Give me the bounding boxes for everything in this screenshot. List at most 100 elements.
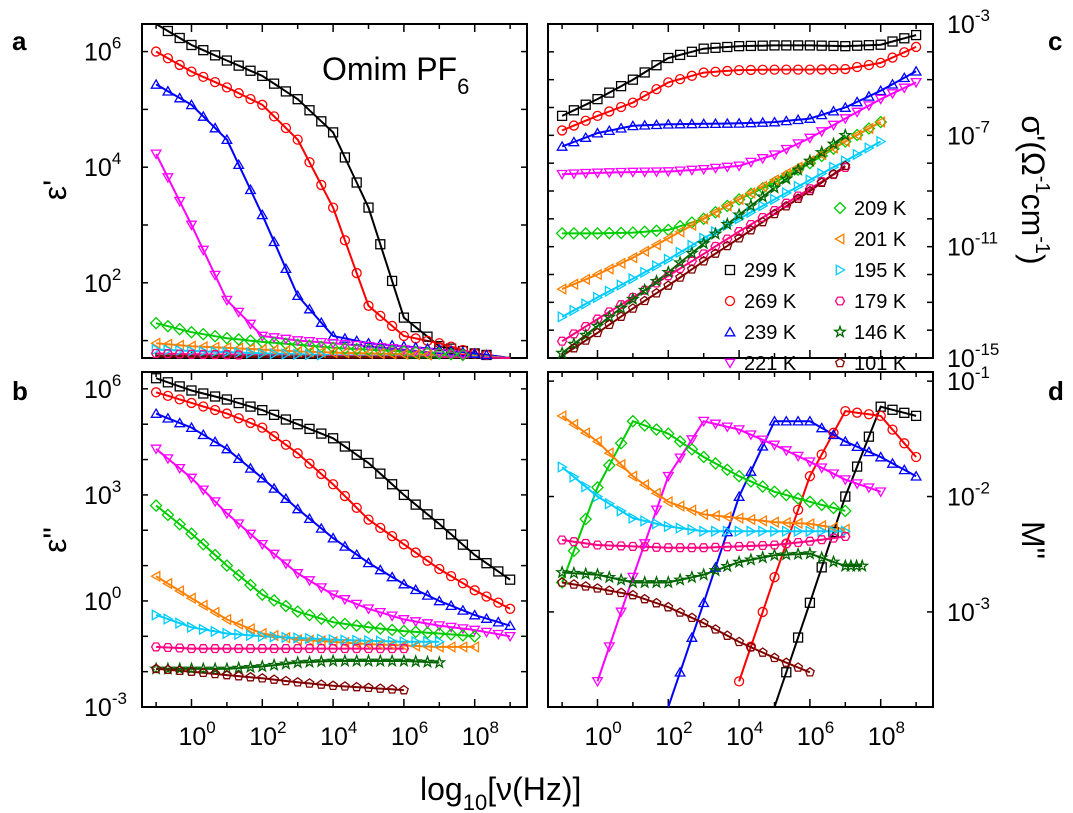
data-point-a-179K	[186, 349, 197, 359]
data-point-d-239K	[851, 440, 864, 452]
data-point-a-195K	[281, 348, 292, 360]
panel-b-frame	[141, 371, 528, 708]
data-point-d-195K	[557, 461, 568, 473]
data-point-b-179K	[304, 644, 315, 654]
data-point-d-269K	[875, 410, 886, 422]
data-point-c-201K	[874, 116, 886, 128]
data-point-b-195K	[234, 628, 245, 641]
data-point-c-195K	[640, 266, 651, 279]
data-point-b-209K	[385, 623, 399, 637]
data-point-a-299K	[339, 152, 351, 163]
data-point-d-209K	[827, 501, 840, 515]
data-point-b-299K	[174, 381, 185, 392]
data-point-c-239K	[886, 78, 899, 89]
data-point-a-201K	[280, 344, 291, 357]
data-point-b-269K	[375, 522, 386, 534]
data-point-b-209K	[149, 499, 163, 513]
data-point-c-146K	[649, 273, 664, 288]
data-point-c-221K	[626, 167, 639, 178]
y-tick-label-b: 100	[84, 583, 121, 616]
data-point-d-239K	[733, 490, 746, 501]
data-point-c-239K	[827, 105, 840, 116]
data-point-b-195K	[222, 627, 233, 640]
data-point-a-209K	[350, 342, 364, 356]
data-point-b-146K	[267, 657, 282, 672]
data-point-c-195K	[593, 291, 604, 304]
data-point-a-269K	[327, 202, 339, 213]
data-point-c-269K	[651, 83, 662, 95]
data-point-c-179K	[568, 329, 580, 339]
data-point-c-195K	[781, 186, 793, 199]
data-point-b-209K	[397, 624, 411, 638]
data-point-c-239K	[898, 72, 911, 83]
data-point-c-101K	[769, 208, 780, 219]
data-point-c-209K	[661, 223, 675, 237]
data-point-c-195K	[663, 253, 675, 266]
data-point-c-269K	[828, 64, 839, 75]
data-point-d-269K	[757, 606, 768, 618]
data-point-d-299K	[816, 562, 827, 573]
data-point-c-221K	[803, 133, 816, 144]
data-point-b-101K	[375, 683, 386, 693]
data-point-a-221K	[232, 307, 245, 318]
x-tick-label-d: 102	[655, 718, 692, 751]
data-point-c-269K	[899, 47, 910, 58]
data-point-d-201K	[674, 500, 685, 512]
data-point-d-146K	[661, 575, 676, 589]
data-point-c-239K	[862, 90, 875, 101]
data-point-b-209K	[350, 619, 364, 633]
data-point-b-221K	[327, 590, 340, 601]
data-point-a-239K	[197, 110, 210, 121]
data-point-a-179K	[209, 350, 221, 360]
data-point-c-299K	[639, 67, 650, 78]
legend-marker-239K	[724, 326, 736, 337]
data-point-c-269K	[722, 65, 733, 77]
data-point-b-179K	[327, 644, 339, 654]
data-point-b-209K	[338, 617, 352, 631]
data-point-b-239K	[456, 604, 469, 615]
data-point-c-201K	[579, 273, 591, 286]
data-point-d-221K	[780, 446, 793, 457]
data-point-b-201K	[221, 613, 232, 626]
data-point-b-179K	[268, 644, 280, 654]
data-point-b-209K	[208, 548, 222, 562]
data-point-a-299K	[221, 55, 233, 66]
data-point-b-101K	[398, 684, 409, 695]
data-point-b-101K	[339, 681, 350, 691]
data-point-b-239K	[150, 407, 163, 418]
legend-label-201K: 201 K	[854, 229, 907, 251]
data-point-a-221K	[220, 295, 233, 306]
data-point-a-299K	[316, 116, 327, 127]
data-point-a-209K	[338, 341, 352, 355]
data-point-d-239K	[886, 457, 899, 468]
data-point-c-221K	[839, 114, 852, 125]
data-point-d-269K	[828, 427, 839, 438]
data-point-b-299K	[386, 479, 398, 490]
data-point-b-221K	[209, 497, 222, 508]
data-point-b-239K	[209, 436, 222, 447]
data-point-c-146K	[720, 216, 735, 231]
data-point-d-221K	[662, 471, 675, 482]
data-point-c-101K	[675, 272, 686, 282]
data-point-c-195K	[746, 206, 757, 219]
fit-curve-d-209K	[561, 419, 846, 583]
data-point-b-221K	[173, 463, 186, 475]
data-point-d-201K	[568, 418, 579, 431]
data-point-b-201K	[232, 618, 244, 631]
data-point-b-269K	[398, 539, 410, 550]
data-point-c-209K	[744, 187, 758, 201]
data-point-d-195K	[675, 522, 686, 534]
data-point-b-269K	[209, 404, 221, 416]
data-point-b-239K	[279, 492, 292, 504]
data-point-b-209K	[196, 537, 210, 551]
data-point-d-101K	[639, 593, 650, 604]
data-point-a-201K	[256, 343, 267, 356]
data-point-b-195K	[210, 625, 221, 638]
data-point-b-101K	[257, 672, 268, 683]
data-point-b-209K	[303, 608, 316, 622]
data-point-b-201K	[256, 627, 267, 640]
data-point-b-269K	[280, 439, 292, 450]
data-point-c-201K	[839, 135, 850, 148]
data-point-c-209K	[815, 149, 829, 163]
data-point-c-299K	[804, 40, 816, 51]
